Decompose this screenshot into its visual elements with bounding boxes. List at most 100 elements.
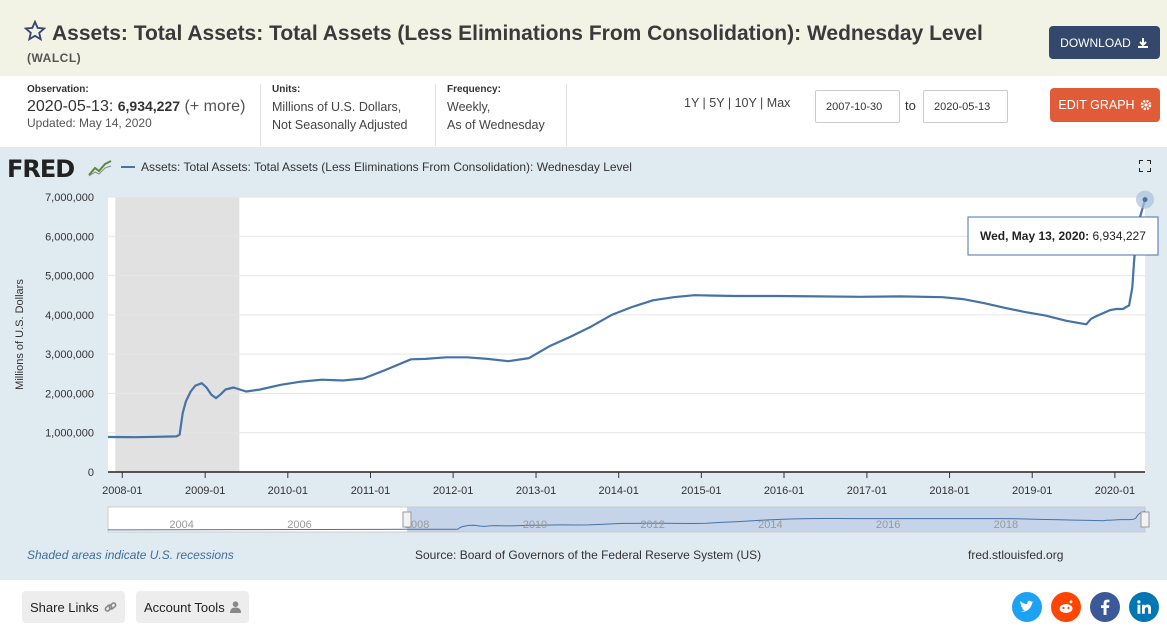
account-tools-button[interactable]: Account Tools [136, 591, 249, 623]
range-5y[interactable]: 5Y [709, 96, 725, 110]
user-icon [229, 601, 241, 613]
navigator-line [107, 510, 1146, 531]
reddit-icon[interactable] [1051, 592, 1081, 622]
navigator-handle[interactable] [1140, 511, 1150, 528]
download-icon [1137, 37, 1148, 48]
navigator-label: 2004 [169, 519, 193, 531]
reddit-alien-icon [1059, 600, 1073, 613]
y-tick-label: 1,000,000 [45, 428, 94, 440]
linkedin-in-icon [1137, 600, 1151, 614]
bottom-bar: Share Links Account Tools [0, 580, 1167, 643]
range-10y[interactable]: 10Y [734, 96, 757, 110]
frequency-label: Frequency: [447, 84, 501, 95]
units-line1: Millions of U.S. Dollars, [272, 100, 402, 114]
fred-logo-icon [88, 160, 112, 177]
observation-date: 2020-05-13: [27, 98, 114, 115]
range-max[interactable]: Max [766, 96, 791, 110]
source-note[interactable]: Source: Board of Governors of the Federa… [415, 548, 762, 562]
x-tick-label: 2014-01 [598, 485, 638, 497]
observation-value: 6,934,227 [117, 98, 181, 114]
page-title: Assets: Total Assets: Total Assets (Less… [52, 22, 983, 45]
y-tick-label: 5,000,000 [45, 271, 94, 283]
navigator-handle[interactable] [402, 511, 412, 528]
recession-shade [115, 197, 240, 472]
legend-swatch [121, 166, 135, 168]
navigator-label: 2018 [994, 519, 1018, 531]
y-tick-label: 7,000,000 [45, 192, 94, 204]
y-tick-label: 4,000,000 [45, 310, 94, 322]
frequency-line1: Weekly, [447, 100, 491, 114]
facebook-icon[interactable] [1090, 592, 1120, 622]
site-link[interactable]: fred.stlouisfed.org [968, 548, 1064, 562]
share-links-button[interactable]: Share Links [22, 591, 125, 623]
facebook-f-icon [1101, 599, 1110, 615]
twitter-bird-icon [1020, 600, 1034, 612]
y-tick-label: 0 [88, 467, 94, 479]
link-icon [104, 601, 117, 612]
share-links-label: Share Links [30, 599, 99, 615]
fred-logo[interactable]: FRED [7, 155, 75, 183]
x-tick-label: 2008-01 [102, 485, 142, 497]
chart-legend: Assets: Total Assets: Total Assets (Less… [121, 160, 632, 174]
y-tick-label: 3,000,000 [45, 349, 94, 361]
x-tick-label: 2010-01 [268, 485, 308, 497]
date-to-label: to [905, 98, 916, 113]
chart-svg: 0 1,000,000 2,000,000 3,000,000 4,000,000 5,0… [14, 190, 1159, 533]
observation-line: 2020-05-13: 6,934,227 (+ more) [27, 98, 260, 116]
x-tick-label: 2016-01 [764, 485, 804, 497]
x-tick-label: 2012-01 [433, 485, 473, 497]
more-link[interactable]: (+ more) [184, 98, 246, 115]
fullscreen-icon[interactable] [1139, 160, 1151, 172]
x-tick-label: 2009-01 [185, 485, 225, 497]
tooltip: Wed, May 13, 2020: 6,934,227 [967, 216, 1159, 256]
frequency-block: Frequency: Weekly, As of Wednesday [447, 84, 567, 146]
updated-date: Updated: May 14, 2020 [27, 116, 152, 130]
units-block: Units: Millions of U.S. Dollars, Not Sea… [272, 84, 436, 146]
range-links: 1Y | 5Y | 10Y | Max [684, 96, 791, 110]
navigator-label: 2016 [876, 519, 900, 531]
x-tick-label: 2019-01 [1012, 485, 1052, 497]
star-icon[interactable] [24, 20, 46, 42]
observation-block: Observation: 2020-05-13: 6,934,227 (+ mo… [27, 84, 261, 146]
edit-graph-button[interactable]: EDIT GRAPH [1050, 88, 1160, 122]
x-tick-label: 2013-01 [516, 485, 556, 497]
chart-panel: 0 1,000,000 2,000,000 3,000,000 4,000,000 5,0… [0, 147, 1167, 580]
download-button[interactable]: DOWNLOAD [1049, 26, 1160, 59]
recession-note: Shaded areas indicate U.S. recessions [27, 548, 234, 562]
linkedin-icon[interactable] [1129, 592, 1159, 622]
tooltip-value: 6,934,227 [1093, 229, 1147, 243]
x-tick-label: 2011-01 [351, 485, 391, 497]
y-tick-label: 2,000,000 [45, 388, 94, 400]
y-axis-title: Millions of U.S. Dollars [14, 279, 26, 390]
start-date-input[interactable] [815, 90, 900, 123]
series-line [107, 199, 1147, 439]
edit-graph-label: EDIT GRAPH [1058, 98, 1135, 112]
navigator-label: 2012 [640, 519, 664, 531]
range-1y[interactable]: 1Y [684, 96, 700, 110]
x-tick-label: 2018-01 [929, 485, 969, 497]
navigator-label: 2010 [523, 519, 547, 531]
x-tick-label: 2017-01 [847, 485, 887, 497]
observation-label: Observation: [27, 84, 89, 95]
gear-icon [1140, 99, 1151, 111]
twitter-icon[interactable] [1012, 592, 1042, 622]
title-bar: Assets: Total Assets: Total Assets (Less… [0, 0, 1167, 76]
tooltip-box [967, 216, 1159, 256]
account-tools-label: Account Tools [144, 599, 225, 615]
x-tick-label: 2015-01 [681, 485, 721, 497]
navigator-label: 2006 [287, 519, 311, 531]
legend-label: Assets: Total Assets: Total Assets (Less… [141, 160, 632, 174]
y-tick-label: 6,000,000 [45, 231, 94, 243]
navigator-label: 2014 [758, 519, 782, 531]
units-line2: Not Seasonally Adjusted [272, 118, 408, 132]
series-id: (WALCL) [27, 51, 82, 65]
download-label: DOWNLOAD [1060, 35, 1131, 50]
hover-point [1142, 197, 1148, 203]
tooltip-text: Wed, May 13, 2020: 6,934,227 [980, 229, 1146, 243]
units-label: Units: [272, 84, 301, 95]
x-tick-label: 2020-01 [1095, 485, 1135, 497]
frequency-line2: As of Wednesday [447, 118, 545, 132]
tooltip-date: Wed, May 13, 2020: [980, 229, 1093, 243]
end-date-input[interactable] [923, 90, 1008, 123]
